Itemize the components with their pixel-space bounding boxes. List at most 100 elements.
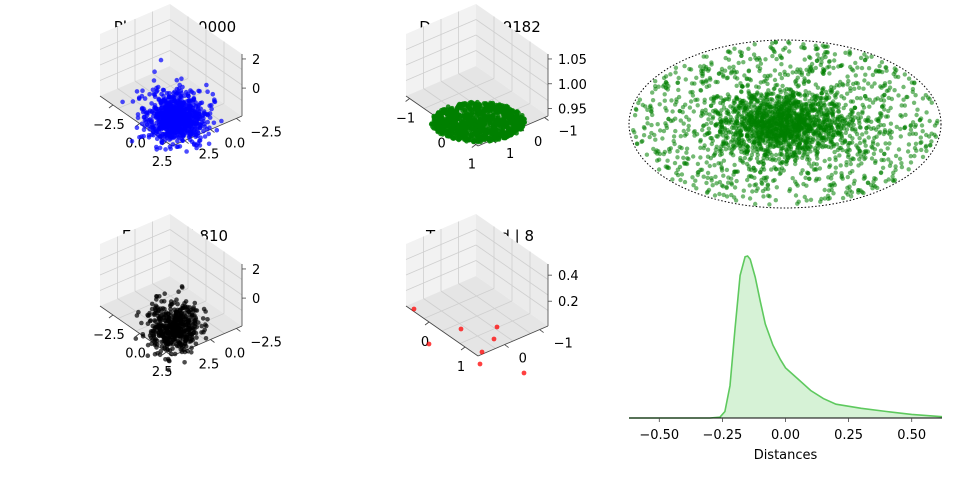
projection-point <box>896 147 902 152</box>
projection-point <box>810 102 816 107</box>
photon-point <box>188 98 193 103</box>
projection-point <box>677 164 683 170</box>
projection-point <box>672 160 678 166</box>
projection-point <box>820 87 825 92</box>
y-tick-label: −1 <box>559 125 578 140</box>
projection-point <box>808 55 813 61</box>
projection-point <box>924 132 929 138</box>
photon-point <box>177 107 182 113</box>
projection-point <box>799 102 805 108</box>
projection-point <box>670 177 675 182</box>
detected-point <box>495 104 501 109</box>
projection-point <box>721 118 726 124</box>
escaped-point <box>161 339 166 344</box>
projection-point <box>727 65 732 70</box>
x-tick-label: −2.5 <box>93 118 125 133</box>
terminated-point <box>479 349 485 355</box>
projection-point <box>779 106 784 112</box>
detected-point <box>485 129 491 135</box>
projection-point <box>840 195 846 201</box>
photon-point <box>158 57 164 63</box>
detected-point <box>475 107 481 113</box>
projection-point <box>728 151 734 156</box>
photon-point <box>201 115 206 121</box>
projection-point <box>699 167 705 172</box>
projection-point <box>819 60 824 65</box>
projection-point <box>814 162 819 167</box>
escaped-point <box>140 332 146 337</box>
projection-point <box>666 147 672 152</box>
detected-point <box>468 133 474 139</box>
tick-mark <box>210 129 215 133</box>
photon-point <box>144 122 150 127</box>
photon-point <box>175 138 180 144</box>
projection-point <box>870 139 876 144</box>
projection-point <box>704 180 709 186</box>
photon-point <box>184 149 189 154</box>
projection-point <box>762 137 767 142</box>
z-tick-label: 2 <box>252 53 260 68</box>
projection-point <box>893 153 899 159</box>
projection-point <box>783 147 789 152</box>
projection-point <box>863 143 868 148</box>
projection-point <box>734 140 740 145</box>
escaped-point <box>179 341 185 347</box>
projection-point <box>691 154 696 159</box>
projection-point <box>761 147 766 153</box>
grid-line <box>99 244 171 276</box>
projection-point <box>774 185 779 190</box>
projection-point <box>678 177 683 183</box>
projection-point <box>699 113 704 119</box>
detected-point <box>481 101 487 106</box>
projection-point <box>752 183 757 188</box>
projection-point <box>853 73 858 78</box>
projection-point <box>869 126 874 131</box>
x-tick-label: 1 <box>457 360 465 375</box>
detected-point <box>466 119 472 125</box>
projection-point <box>779 75 784 81</box>
projection-point <box>901 84 906 90</box>
projection-point <box>815 52 820 57</box>
photon-point <box>171 131 176 136</box>
projection-point <box>771 178 776 183</box>
escaped-point <box>175 339 181 344</box>
projection-point <box>804 93 810 98</box>
projection-point <box>906 142 912 147</box>
photon-point <box>182 93 187 98</box>
projection-point <box>927 96 932 102</box>
projection-point <box>695 170 701 175</box>
escaped-point <box>189 350 194 355</box>
photon-point <box>147 92 152 97</box>
projection-point <box>920 96 926 101</box>
photon-point <box>144 113 150 118</box>
photon-point <box>165 129 171 134</box>
projection-point <box>742 155 748 161</box>
detected-point <box>520 122 526 127</box>
projection-point <box>815 85 821 90</box>
projection-point <box>671 134 677 139</box>
detected-point <box>488 133 494 139</box>
projection-point <box>813 65 818 71</box>
projection-point <box>908 160 914 165</box>
projection-point <box>858 55 864 61</box>
photon-point <box>149 108 155 114</box>
projection-point <box>878 148 884 153</box>
projection-point <box>907 132 912 137</box>
projection-point <box>914 148 919 153</box>
photon-point <box>179 76 184 81</box>
photon-point <box>219 118 224 124</box>
photon-point <box>185 93 191 99</box>
projection-point <box>771 48 777 54</box>
photon-point <box>154 120 159 126</box>
projection-point <box>726 49 731 54</box>
projection-point <box>739 122 745 127</box>
detected-point <box>444 107 450 112</box>
photon-point <box>184 119 189 124</box>
projection-point <box>739 89 744 94</box>
grid-line <box>405 34 477 66</box>
escaped-point <box>133 336 139 341</box>
tick-mark <box>539 329 544 333</box>
detected-point <box>514 130 519 136</box>
projection-point <box>827 196 832 201</box>
projection-point <box>881 98 887 103</box>
